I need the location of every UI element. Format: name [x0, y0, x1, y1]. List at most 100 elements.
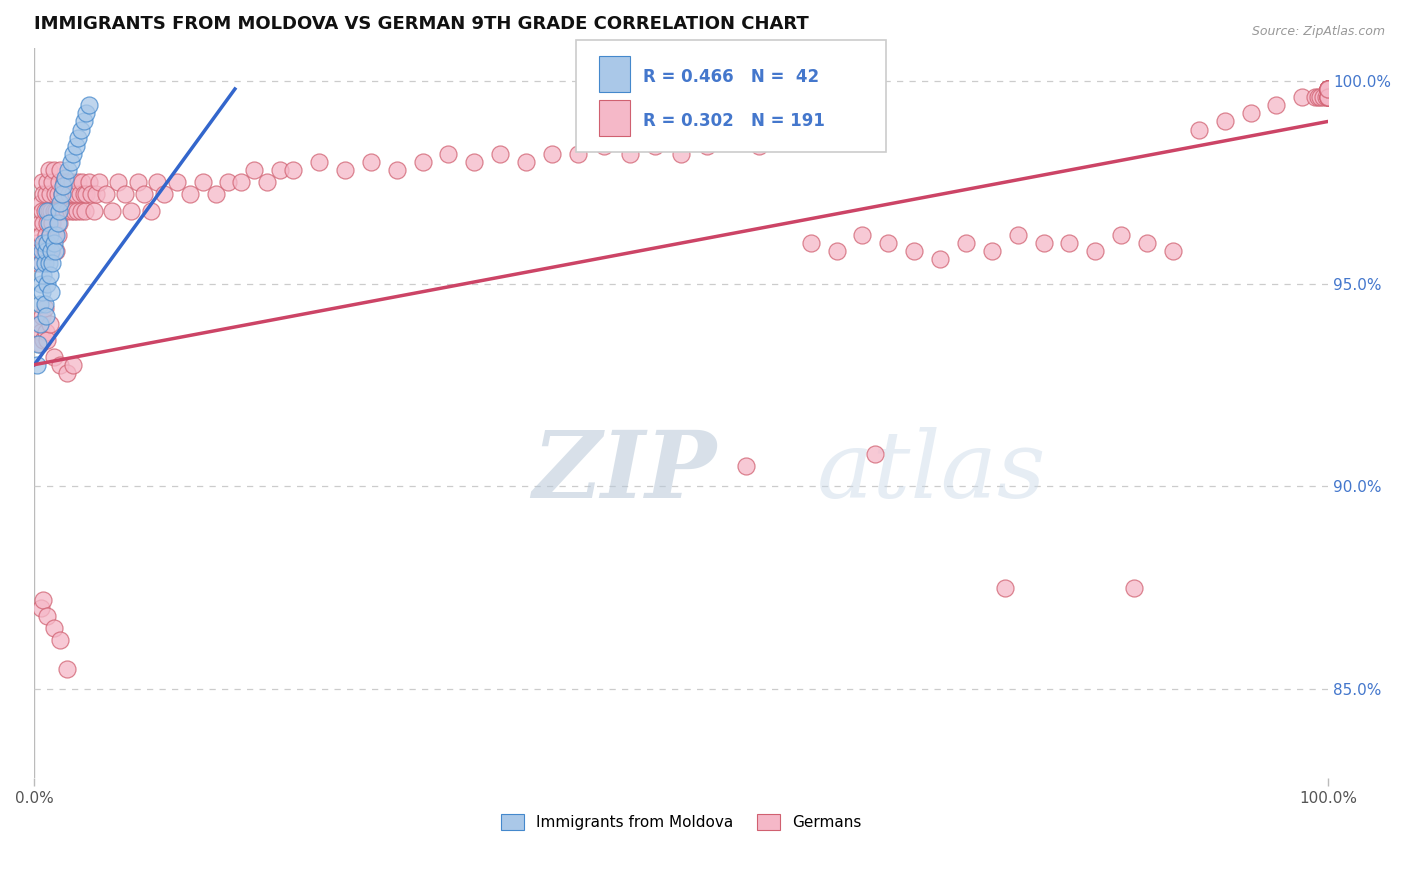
Point — [37, 203, 59, 218]
Point — [735, 458, 758, 473]
Point — [1317, 82, 1340, 96]
Point — [58, 187, 80, 202]
Point — [59, 155, 82, 169]
Point — [45, 244, 67, 259]
Point — [231, 175, 253, 189]
Legend: Immigrants from Moldova, Germans: Immigrants from Moldova, Germans — [495, 808, 868, 837]
Point — [67, 130, 90, 145]
Point — [1007, 227, 1029, 242]
Point — [35, 227, 58, 242]
Point — [53, 175, 76, 189]
Point — [35, 325, 58, 339]
Point — [281, 163, 304, 178]
Point — [27, 337, 49, 351]
Point — [696, 138, 718, 153]
Point — [46, 227, 69, 242]
Point — [567, 146, 589, 161]
Point — [42, 203, 65, 218]
Point — [28, 317, 51, 331]
Text: atlas: atlas — [817, 426, 1046, 516]
Point — [75, 187, 97, 202]
Point — [66, 203, 89, 218]
Point — [41, 175, 63, 189]
Point — [46, 216, 69, 230]
Point — [1317, 90, 1340, 104]
Point — [166, 175, 188, 189]
Point — [38, 227, 60, 242]
Point — [1317, 82, 1340, 96]
Point — [619, 146, 641, 161]
Point — [308, 155, 330, 169]
Point — [134, 187, 156, 202]
Point — [1059, 235, 1081, 250]
Point — [877, 235, 900, 250]
Point — [333, 163, 356, 178]
Point — [1032, 235, 1054, 250]
Point — [37, 334, 59, 348]
Point — [48, 203, 70, 218]
Point — [77, 98, 100, 112]
Point — [49, 633, 72, 648]
Point — [256, 175, 278, 189]
Point — [56, 163, 79, 178]
Point — [44, 244, 66, 259]
Point — [49, 163, 72, 178]
Point — [39, 244, 62, 259]
Point — [865, 447, 887, 461]
Point — [1317, 90, 1340, 104]
Point — [38, 203, 60, 218]
Point — [35, 244, 58, 259]
Point — [44, 227, 66, 242]
Point — [101, 203, 124, 218]
Point — [34, 301, 56, 315]
Point — [38, 268, 60, 283]
Point — [42, 621, 65, 635]
Point — [146, 175, 169, 189]
Point — [39, 285, 62, 299]
Point — [51, 187, 73, 202]
Point — [65, 187, 87, 202]
Point — [39, 244, 62, 259]
Point — [63, 203, 86, 218]
Point — [37, 175, 59, 189]
Point — [1317, 82, 1340, 96]
Point — [179, 187, 201, 202]
Point — [42, 235, 65, 250]
Point — [1188, 122, 1211, 136]
Point — [1317, 82, 1340, 96]
Point — [748, 138, 770, 153]
Point — [1303, 90, 1326, 104]
Point — [37, 235, 59, 250]
Point — [51, 187, 73, 202]
Point — [28, 337, 51, 351]
Point — [1312, 90, 1334, 104]
Point — [1317, 82, 1340, 96]
Point — [62, 358, 84, 372]
Point — [37, 277, 59, 291]
Point — [903, 244, 925, 259]
Point — [243, 163, 266, 178]
Point — [70, 122, 93, 136]
Point — [83, 203, 105, 218]
Point — [32, 268, 55, 283]
Text: R = 0.466   N =  42: R = 0.466 N = 42 — [643, 68, 818, 86]
Point — [34, 203, 56, 218]
Point — [152, 187, 174, 202]
Point — [41, 256, 63, 270]
Point — [1317, 82, 1340, 96]
Point — [1136, 235, 1159, 250]
Point — [385, 163, 408, 178]
Point — [48, 216, 70, 230]
Point — [1265, 98, 1288, 112]
Point — [1309, 90, 1331, 104]
Point — [48, 175, 70, 189]
Point — [37, 216, 59, 230]
Point — [49, 203, 72, 218]
Point — [800, 235, 823, 250]
Point — [32, 216, 55, 230]
Point — [30, 256, 52, 270]
Text: IMMIGRANTS FROM MOLDOVA VS GERMAN 9TH GRADE CORRELATION CHART: IMMIGRANTS FROM MOLDOVA VS GERMAN 9TH GR… — [34, 15, 808, 33]
Point — [721, 130, 744, 145]
Point — [52, 203, 75, 218]
Point — [55, 203, 77, 218]
